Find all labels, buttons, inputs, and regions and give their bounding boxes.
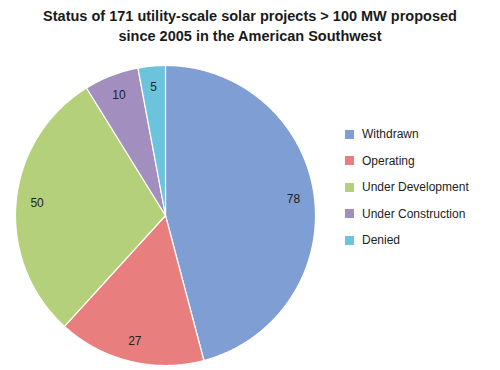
html-text:Under Development: Under Development xyxy=(362,180,469,195)
svg-text:78: 78 xyxy=(287,192,301,206)
svg-text:10: 10 xyxy=(112,88,126,102)
html-text:Denied: Denied xyxy=(362,233,400,248)
svg-text:5: 5 xyxy=(150,80,157,94)
html-text:Status of 171 utility-scale so: Status of 171 utility-scale solar projec… xyxy=(43,8,457,44)
html-text:Withdrawn: Withdrawn xyxy=(362,127,419,142)
svg-text:27: 27 xyxy=(128,334,142,348)
html-text:Operating: Operating xyxy=(362,153,415,168)
svg-text:50: 50 xyxy=(30,196,44,210)
html-text:Under Construction: Under Construction xyxy=(362,206,466,221)
